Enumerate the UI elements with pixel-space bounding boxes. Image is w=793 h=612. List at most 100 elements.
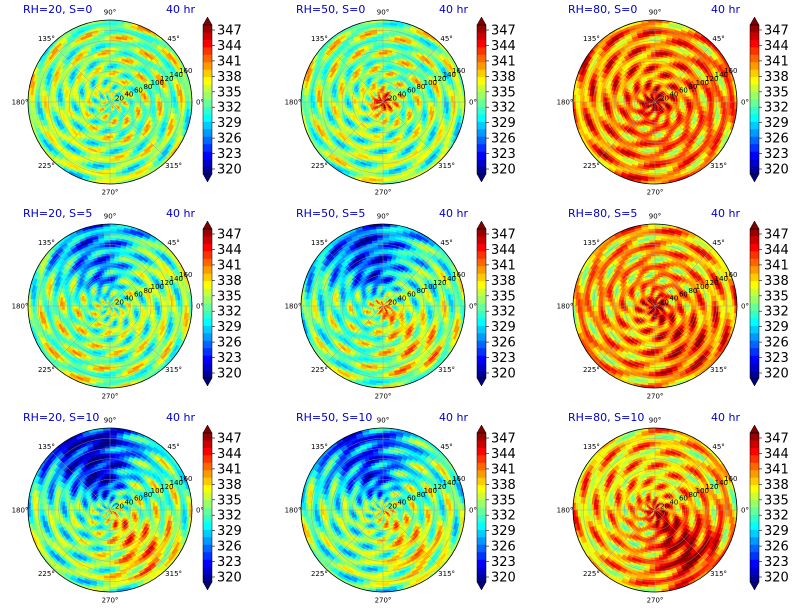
field-cell bbox=[109, 74, 113, 78]
field-cell bbox=[107, 122, 111, 125]
field-cell bbox=[141, 98, 145, 103]
colorbar-segment bbox=[203, 144, 212, 152]
colorbar-segment bbox=[203, 62, 212, 70]
field-cell bbox=[109, 72, 113, 75]
field-cell bbox=[107, 126, 111, 130]
field-cell bbox=[105, 53, 111, 57]
field-cell bbox=[382, 140, 387, 144]
colorbar-tick-label: 341 bbox=[217, 54, 242, 69]
polar-panel: 90°45°0°315°270°225°180°135°20 40 60 801001… bbox=[285, 3, 516, 197]
field-cell bbox=[382, 60, 387, 64]
field-cell bbox=[107, 72, 111, 75]
field-cell bbox=[382, 81, 386, 85]
field-cell bbox=[148, 98, 152, 103]
field-cell bbox=[109, 79, 113, 82]
field-cell bbox=[134, 101, 138, 105]
field-cell bbox=[416, 98, 420, 103]
field-cell bbox=[428, 97, 432, 103]
field-cell bbox=[107, 119, 111, 123]
field-cell bbox=[141, 101, 145, 106]
field-cell bbox=[109, 81, 113, 85]
angle-tick-label: 225° bbox=[38, 162, 55, 170]
angle-tick-label: 90° bbox=[104, 9, 116, 17]
field-cell bbox=[109, 149, 115, 153]
field-cell bbox=[353, 101, 356, 105]
field-cell bbox=[379, 60, 384, 64]
colorbar-segment bbox=[203, 151, 212, 160]
field-cell bbox=[344, 98, 347, 103]
field-cell bbox=[106, 63, 111, 66]
colorbar-tick-label: 329 bbox=[217, 116, 242, 131]
field-cell bbox=[109, 60, 114, 64]
field-cell bbox=[382, 65, 387, 69]
field-cell bbox=[59, 101, 63, 107]
colorbar-tick-label: 347 bbox=[217, 24, 242, 39]
field-cell bbox=[379, 133, 384, 137]
field-cell bbox=[64, 97, 68, 103]
panel-time-label: 40 hr bbox=[166, 3, 195, 16]
field-cell bbox=[357, 99, 361, 103]
field-cell bbox=[382, 133, 387, 137]
field-cell bbox=[127, 101, 131, 105]
colorbar-segment bbox=[203, 69, 212, 78]
field-cell bbox=[379, 138, 384, 141]
colorbar-segment bbox=[203, 54, 212, 63]
colorbar-segment bbox=[203, 25, 212, 33]
field-cell bbox=[337, 97, 341, 103]
field-cell bbox=[82, 99, 86, 103]
field-cell bbox=[109, 135, 114, 139]
field-cell bbox=[68, 98, 72, 103]
colorbar-segment bbox=[203, 84, 212, 93]
field-cell bbox=[382, 72, 386, 75]
field-cell bbox=[344, 101, 347, 106]
field-cell bbox=[106, 133, 111, 137]
colorbar-segment bbox=[203, 77, 212, 85]
field-cell bbox=[109, 129, 113, 132]
colorbar-segment bbox=[203, 106, 212, 115]
colorbar-segment bbox=[203, 166, 212, 175]
field-cell bbox=[84, 99, 88, 103]
field-cell bbox=[146, 98, 149, 103]
field-cell bbox=[382, 56, 388, 60]
field-cell bbox=[382, 67, 387, 71]
angle-tick-label: 135° bbox=[38, 35, 55, 43]
field-cell bbox=[382, 74, 386, 78]
radial-tick-label: 60 bbox=[134, 87, 143, 95]
field-cell bbox=[379, 135, 384, 139]
radial-tick-label: 40 bbox=[124, 91, 133, 99]
field-cell bbox=[87, 99, 90, 103]
field-cell bbox=[379, 65, 384, 69]
field-cell bbox=[382, 135, 387, 139]
field-cell bbox=[332, 97, 336, 103]
angle-tick-label: 270° bbox=[102, 189, 119, 197]
field-cell bbox=[73, 101, 77, 106]
angle-tick-label: 315° bbox=[165, 162, 182, 170]
field-cell bbox=[382, 147, 388, 151]
field-cell bbox=[75, 98, 79, 103]
field-cell bbox=[341, 98, 345, 103]
colorbar-tick-label: 323 bbox=[217, 147, 242, 162]
colorbar-segment bbox=[203, 129, 212, 138]
field-cell bbox=[380, 119, 384, 123]
field-cell bbox=[73, 98, 77, 103]
field-cell bbox=[419, 98, 422, 103]
field-cell bbox=[105, 147, 111, 151]
field-cell bbox=[109, 51, 115, 55]
field-cell bbox=[106, 65, 111, 69]
field-cell bbox=[75, 101, 79, 106]
field-cell bbox=[109, 56, 115, 60]
field-cell bbox=[378, 53, 384, 57]
field-cell bbox=[378, 147, 384, 151]
field-cell bbox=[143, 98, 147, 103]
field-cell bbox=[382, 79, 386, 82]
field-cell bbox=[105, 51, 111, 55]
field-cell bbox=[425, 97, 429, 103]
field-cell bbox=[105, 149, 111, 153]
radial-tick-label: 160 bbox=[179, 67, 192, 75]
field-cell bbox=[382, 138, 387, 141]
field-cell bbox=[379, 140, 384, 144]
field-cell bbox=[152, 101, 156, 107]
field-cell bbox=[355, 99, 359, 103]
field-cell bbox=[334, 97, 338, 103]
field-cell bbox=[132, 101, 136, 105]
